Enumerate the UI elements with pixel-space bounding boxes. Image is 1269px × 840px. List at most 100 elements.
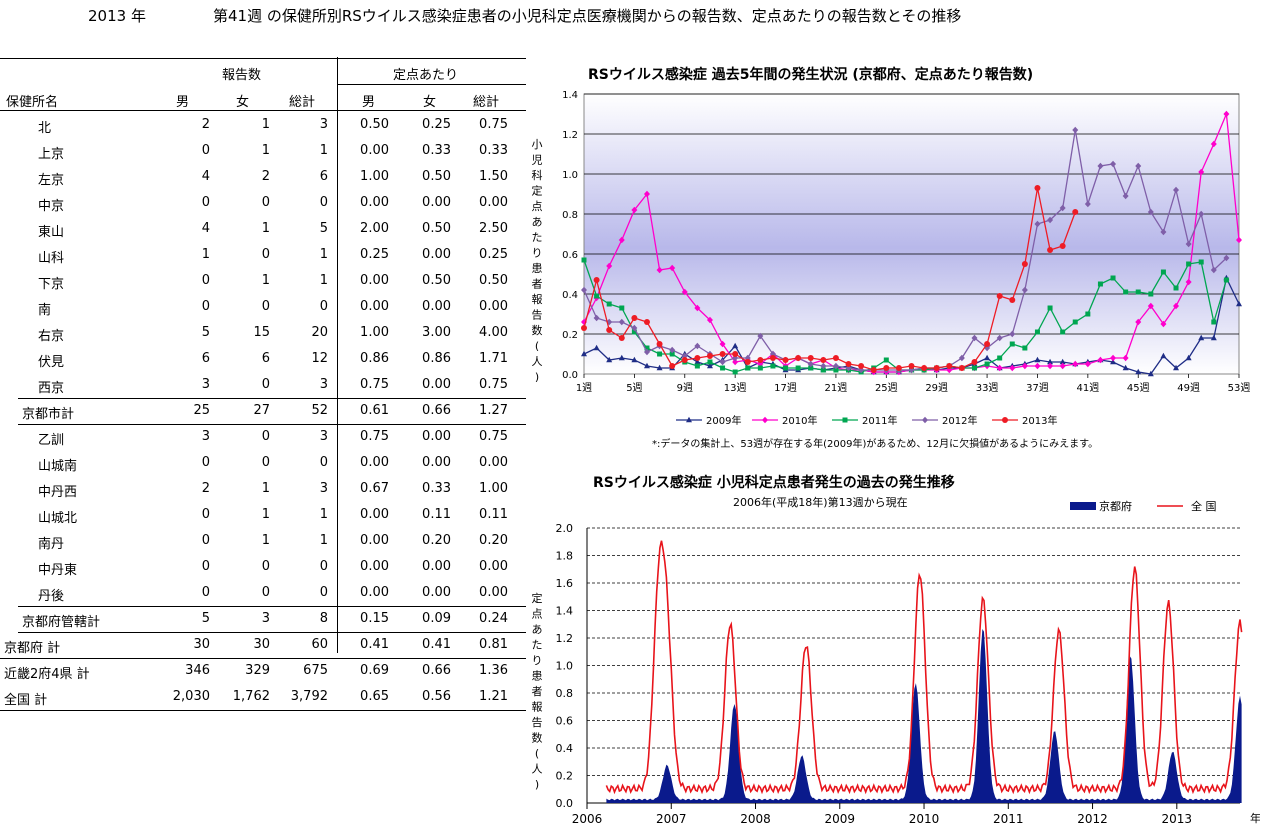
data-point xyxy=(732,358,739,366)
data-point xyxy=(757,357,764,363)
row-value: 0 xyxy=(201,585,210,600)
data-point xyxy=(732,351,739,357)
row-name: 山城北 xyxy=(38,511,78,526)
y-tick-label: 0.2 xyxy=(562,330,578,341)
row-value: 0.00 xyxy=(479,195,508,210)
legend-label: 2011年 xyxy=(862,414,897,427)
data-point xyxy=(1185,240,1192,248)
table-vertical-rule xyxy=(337,57,338,653)
data-point xyxy=(1034,356,1041,363)
data-point xyxy=(1210,266,1217,274)
table-rule xyxy=(337,84,526,85)
row-value: 1 xyxy=(261,221,270,236)
data-point xyxy=(593,344,600,351)
y-tick-label: 0.0 xyxy=(556,797,574,810)
data-point xyxy=(1147,370,1154,377)
data-point xyxy=(870,367,877,373)
row-value: 30 xyxy=(253,637,270,652)
data-point xyxy=(669,346,676,354)
x-tick-label: 49週 xyxy=(1177,382,1200,394)
y-tick-label: 1.8 xyxy=(556,550,574,563)
row-value: 0.66 xyxy=(422,663,451,678)
page-title: 2013 年 第41週 の保健所別RSウイルス感染症患者の小児科定点医療機関から… xyxy=(0,5,1269,27)
row-value: 3 xyxy=(201,377,210,392)
row-value: 3 xyxy=(261,611,270,626)
table-row: 中丹西 2 1 3 0.67 0.33 1.00 xyxy=(0,476,526,502)
data-point xyxy=(1185,278,1192,286)
data-point xyxy=(1047,247,1054,253)
row-value: 0.75 xyxy=(360,377,389,392)
table-rule xyxy=(18,424,526,425)
legend-label: 2009年 xyxy=(706,414,741,427)
table-rule xyxy=(0,58,526,59)
row-value: 0.50 xyxy=(360,117,389,132)
row-value: 1 xyxy=(261,273,270,288)
data-point xyxy=(618,236,625,244)
data-point xyxy=(1173,364,1180,371)
chart1-svg: 0.0 0.2 0.4 0.6 0.8 1.0 1.2 1.4 1週 5週 9週 13週 17週 21週 2… xyxy=(532,90,1251,450)
row-value: 0.33 xyxy=(422,481,451,496)
data-point xyxy=(808,365,814,371)
y-axis-label-char: 患 xyxy=(532,670,543,683)
row-value: 5 xyxy=(201,611,210,626)
table-rule xyxy=(18,606,526,607)
y-tick-label: 0.4 xyxy=(556,742,574,755)
row-value: 346 xyxy=(185,663,210,678)
data-point xyxy=(921,365,928,371)
row-name: 東山 xyxy=(38,225,65,240)
row-value: 0 xyxy=(201,559,210,574)
data-point xyxy=(883,365,890,371)
row-value: 1 xyxy=(261,117,270,132)
row-value: 0.33 xyxy=(422,143,451,158)
data-point xyxy=(1198,210,1205,218)
data-point xyxy=(883,357,889,363)
row-value: 0.41 xyxy=(360,637,389,652)
column-header: 男 xyxy=(176,95,190,110)
table-row: 東山 4 1 5 2.00 0.50 2.50 xyxy=(0,216,526,242)
row-value: 0 xyxy=(319,455,328,470)
row-name: 伏見 xyxy=(38,355,65,370)
row-value: 1 xyxy=(319,247,328,262)
row-value: 0.50 xyxy=(422,273,451,288)
row-name: 西京 xyxy=(38,381,65,396)
y-axis-label-char: ( xyxy=(535,340,539,353)
row-value: 0 xyxy=(261,585,270,600)
data-point xyxy=(594,293,600,299)
data-point xyxy=(656,266,663,274)
row-value: 30 xyxy=(193,637,210,652)
data-point xyxy=(656,341,663,347)
row-value: 0.20 xyxy=(479,533,508,548)
y-tick-label: 1.0 xyxy=(562,170,578,181)
y-axis-label-char: ) xyxy=(535,778,539,791)
table-row: 乙訓 3 0 3 0.75 0.00 0.75 xyxy=(0,424,526,450)
data-point xyxy=(643,362,650,369)
data-point xyxy=(820,357,827,363)
y-tick-label: 1.2 xyxy=(562,130,578,141)
y-axis-label-char: 報 xyxy=(532,293,543,306)
data-point xyxy=(1097,162,1104,170)
data-point xyxy=(971,359,978,365)
data-point xyxy=(769,355,776,361)
row-value: 4.00 xyxy=(479,325,508,340)
data-point xyxy=(1072,360,1079,368)
data-point xyxy=(996,364,1003,372)
table-row: 左京 4 2 6 1.00 0.50 1.50 xyxy=(0,164,526,190)
row-value: 1 xyxy=(261,143,270,158)
row-value: 0.00 xyxy=(422,195,451,210)
row-value: 2 xyxy=(201,481,210,496)
row-name: 南丹 xyxy=(38,537,65,552)
data-point xyxy=(1236,236,1242,244)
y-tick-label: 0.8 xyxy=(562,210,578,221)
row-value: 15 xyxy=(253,325,270,340)
table-row: 京都市計 25 27 52 0.61 0.66 1.27 xyxy=(0,398,526,424)
data-point xyxy=(1198,334,1205,341)
row-value: 0.00 xyxy=(422,585,451,600)
row-value: 0.00 xyxy=(422,299,451,314)
row-value: 0.00 xyxy=(422,429,451,444)
row-value: 0.61 xyxy=(360,403,389,418)
row-value: 1.00 xyxy=(479,481,508,496)
row-value: 0 xyxy=(319,195,328,210)
row-value: 0 xyxy=(319,559,328,574)
data-point xyxy=(1110,358,1117,365)
data-point xyxy=(681,357,688,363)
